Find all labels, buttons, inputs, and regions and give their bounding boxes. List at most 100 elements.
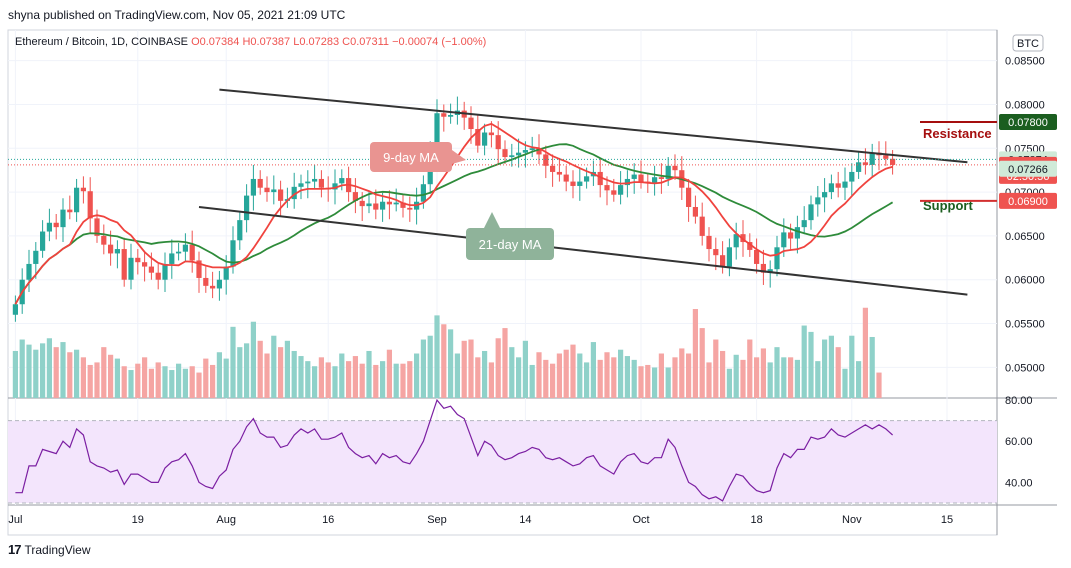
volume-bar xyxy=(475,357,481,398)
time-tick-label: Aug xyxy=(216,514,236,526)
volume-bar xyxy=(454,353,460,398)
candle-body xyxy=(482,132,488,146)
time-tick-label: Nov xyxy=(842,514,862,526)
candle-body xyxy=(692,206,698,217)
candle-body xyxy=(230,240,236,267)
time-tick-label: Sep xyxy=(427,514,447,526)
price-scale-label-text: 0.07800 xyxy=(1008,117,1048,129)
volume-bar xyxy=(862,307,868,398)
candle-body xyxy=(495,135,501,150)
volume-bar xyxy=(203,358,209,398)
candle-body xyxy=(726,247,732,267)
volume-bar xyxy=(128,370,134,398)
volume-bar xyxy=(148,368,154,398)
ma21-line xyxy=(14,143,894,305)
volume-bar xyxy=(536,352,542,398)
volume-bar xyxy=(12,350,18,398)
candle-body xyxy=(216,279,222,289)
candle-body xyxy=(250,178,256,196)
candle-body xyxy=(46,222,52,232)
volume-bar xyxy=(509,347,515,398)
candle-body xyxy=(298,183,304,187)
candle-body xyxy=(53,222,59,228)
candle-body xyxy=(631,174,637,179)
candle-body xyxy=(890,158,896,165)
volume-bar xyxy=(352,356,358,398)
candle-body xyxy=(386,201,392,205)
ma21-callout: 21-day MA xyxy=(466,212,554,260)
candle-body xyxy=(801,220,807,228)
volume-bar xyxy=(794,359,800,398)
candle-body xyxy=(162,263,168,280)
candle-body xyxy=(271,189,277,193)
candle-body xyxy=(26,263,32,280)
candle-body xyxy=(352,192,358,201)
tradingview-brand: TradingView xyxy=(24,542,91,557)
currency-badge: BTC xyxy=(1012,34,1044,52)
candle-body xyxy=(856,162,862,172)
volume-bar xyxy=(386,349,392,398)
candle-body xyxy=(686,187,692,207)
legend-change: −0.00074 (−1.00%) xyxy=(389,36,486,48)
volume-bar xyxy=(624,356,630,398)
volume-bar xyxy=(427,335,433,398)
candle-body xyxy=(529,148,535,151)
volume-bar xyxy=(740,359,746,398)
volume-bar xyxy=(414,353,420,398)
volume-bar xyxy=(461,340,467,398)
candle-body xyxy=(121,249,127,280)
volume-bar xyxy=(835,347,841,398)
price-scale-label: 0.07266 xyxy=(999,160,1057,177)
volume-bar xyxy=(142,357,148,398)
currency-label: BTC xyxy=(1017,38,1039,50)
candle-body xyxy=(618,185,624,195)
volume-bar xyxy=(434,315,440,398)
ma21-callout-pointer xyxy=(484,212,500,228)
price-scale-label-text: 0.06900 xyxy=(1008,196,1048,208)
candle-body xyxy=(604,185,610,191)
volume-bar xyxy=(733,354,739,398)
volume-bar xyxy=(162,366,168,398)
candle-body xyxy=(488,132,494,136)
volume-bar xyxy=(46,338,52,398)
time-tick-label: 16 xyxy=(322,514,334,526)
volume-bar xyxy=(692,309,698,398)
time-tick-label: 14 xyxy=(519,514,531,526)
volume-bar xyxy=(196,372,202,398)
volume-bar xyxy=(726,368,732,398)
volume-bar xyxy=(665,367,671,398)
candle-body xyxy=(672,165,678,171)
volume-bar xyxy=(114,358,120,398)
rsi-tick-label: 60.00 xyxy=(1005,436,1033,448)
time-tick-label: 15 xyxy=(941,514,953,526)
volume-bar xyxy=(495,338,501,398)
volume-bar xyxy=(604,352,610,398)
candle-body xyxy=(291,186,297,200)
volume-bar xyxy=(393,363,399,398)
volume-bar xyxy=(53,347,59,398)
candle-body xyxy=(210,285,216,289)
candle-body xyxy=(339,178,345,184)
candle-body xyxy=(257,178,263,188)
candle-body xyxy=(305,181,311,184)
volume-bar xyxy=(706,362,712,398)
volume-bar xyxy=(652,367,658,398)
candle-body xyxy=(577,181,583,186)
candle-body xyxy=(611,190,617,195)
volume-bar xyxy=(366,350,372,398)
volume-bar xyxy=(237,347,243,398)
volume-bar xyxy=(774,347,780,398)
volume-bar xyxy=(325,362,331,398)
candle-body xyxy=(155,272,161,280)
candle-body xyxy=(407,207,413,210)
candle-body xyxy=(808,204,814,221)
candle-body xyxy=(720,255,726,267)
volume-bar xyxy=(529,364,535,398)
candle-body xyxy=(842,181,848,188)
candle-body xyxy=(849,171,855,182)
legend-open: O0.07384 xyxy=(188,36,239,48)
volume-bar xyxy=(244,343,250,398)
volume-bar xyxy=(448,329,454,398)
candle-body xyxy=(665,165,671,179)
